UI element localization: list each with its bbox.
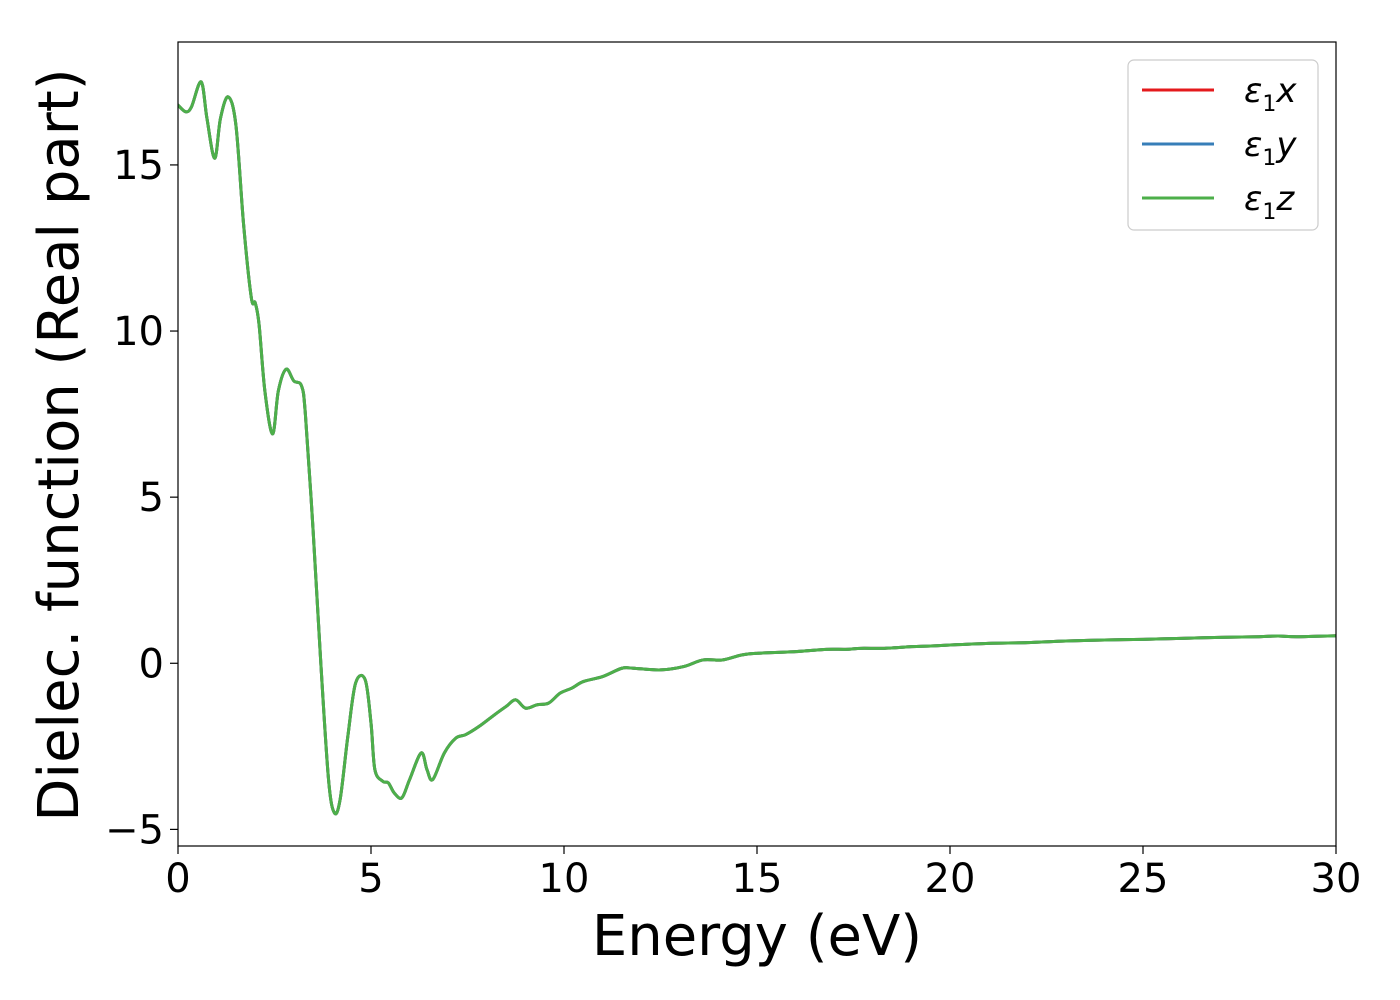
plot-frame [177, 41, 1337, 847]
legend-box [1127, 59, 1319, 231]
legend-label-subscript: 1 [1262, 92, 1276, 117]
y-tick-label: −5 [105, 807, 164, 853]
legend-label-z: ε1z [1244, 179, 1295, 225]
legend-label-subscript: 1 [1262, 200, 1276, 225]
legend-label-epsilon: ε [1244, 125, 1262, 165]
legend-label-axis: x [1275, 71, 1297, 111]
y-tick-label: 15 [113, 143, 164, 189]
x-tick-label: 15 [732, 856, 783, 902]
x-axis-title: Energy (eV) [592, 904, 922, 969]
legend-label-x: ε1x [1244, 71, 1297, 117]
legend-label-axis: y [1275, 125, 1297, 165]
x-tick-label: 10 [539, 856, 590, 902]
legend-label-epsilon: ε [1244, 179, 1262, 219]
y-axis-title: Dielec. function (Real part) [27, 68, 92, 821]
legend-label-epsilon: ε [1244, 71, 1262, 111]
x-tick-label: 20 [925, 856, 976, 902]
series-line-z [178, 80, 1336, 816]
x-tick-label: 0 [165, 856, 190, 902]
y-tick-label: 5 [139, 475, 164, 521]
x-tick-label: 5 [358, 856, 383, 902]
x-tick-label: 25 [1118, 856, 1169, 902]
x-tick-label: 30 [1311, 856, 1362, 902]
series-layer [178, 80, 1336, 816]
legend-label-axis: z [1275, 179, 1295, 219]
legend-label-y: ε1y [1244, 125, 1297, 171]
y-tick-label: 10 [113, 309, 164, 355]
legend-label-subscript: 1 [1262, 146, 1276, 171]
y-tick-label: 0 [139, 641, 164, 687]
